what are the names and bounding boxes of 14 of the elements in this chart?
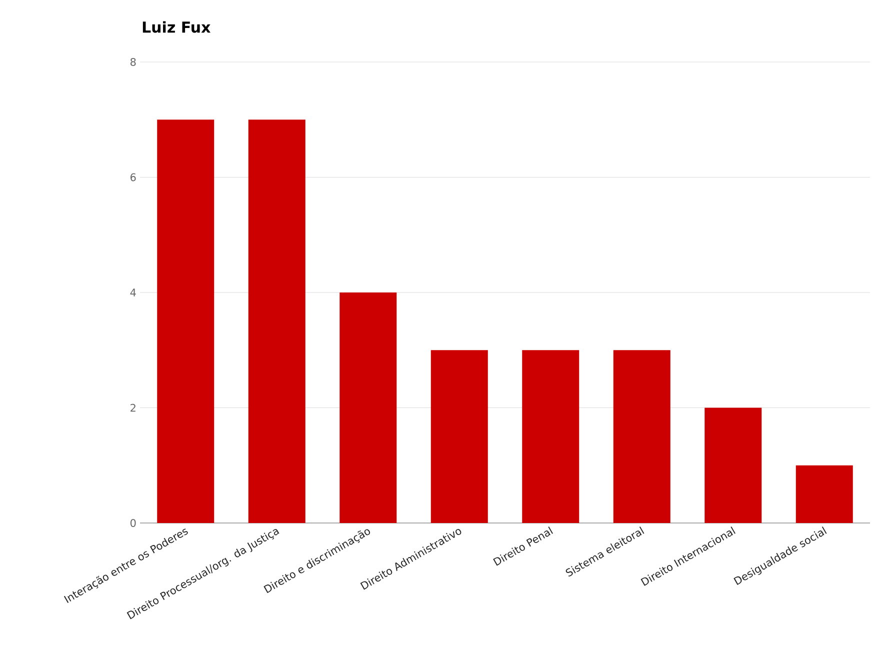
bar [613, 350, 670, 523]
y-tick-label: 0 [130, 519, 136, 527]
bar [248, 120, 306, 523]
bar [704, 408, 762, 523]
y-tick-label: 8 [130, 58, 136, 66]
bar [796, 465, 853, 523]
bar [340, 292, 397, 523]
y-tick-label: 2 [130, 404, 136, 412]
chart-title: Luiz Fux [142, 21, 210, 33]
bar [430, 350, 488, 523]
bar [522, 350, 580, 523]
bar [157, 120, 214, 523]
y-tick-label: 6 [130, 173, 136, 182]
y-tick-label: 4 [130, 288, 136, 296]
